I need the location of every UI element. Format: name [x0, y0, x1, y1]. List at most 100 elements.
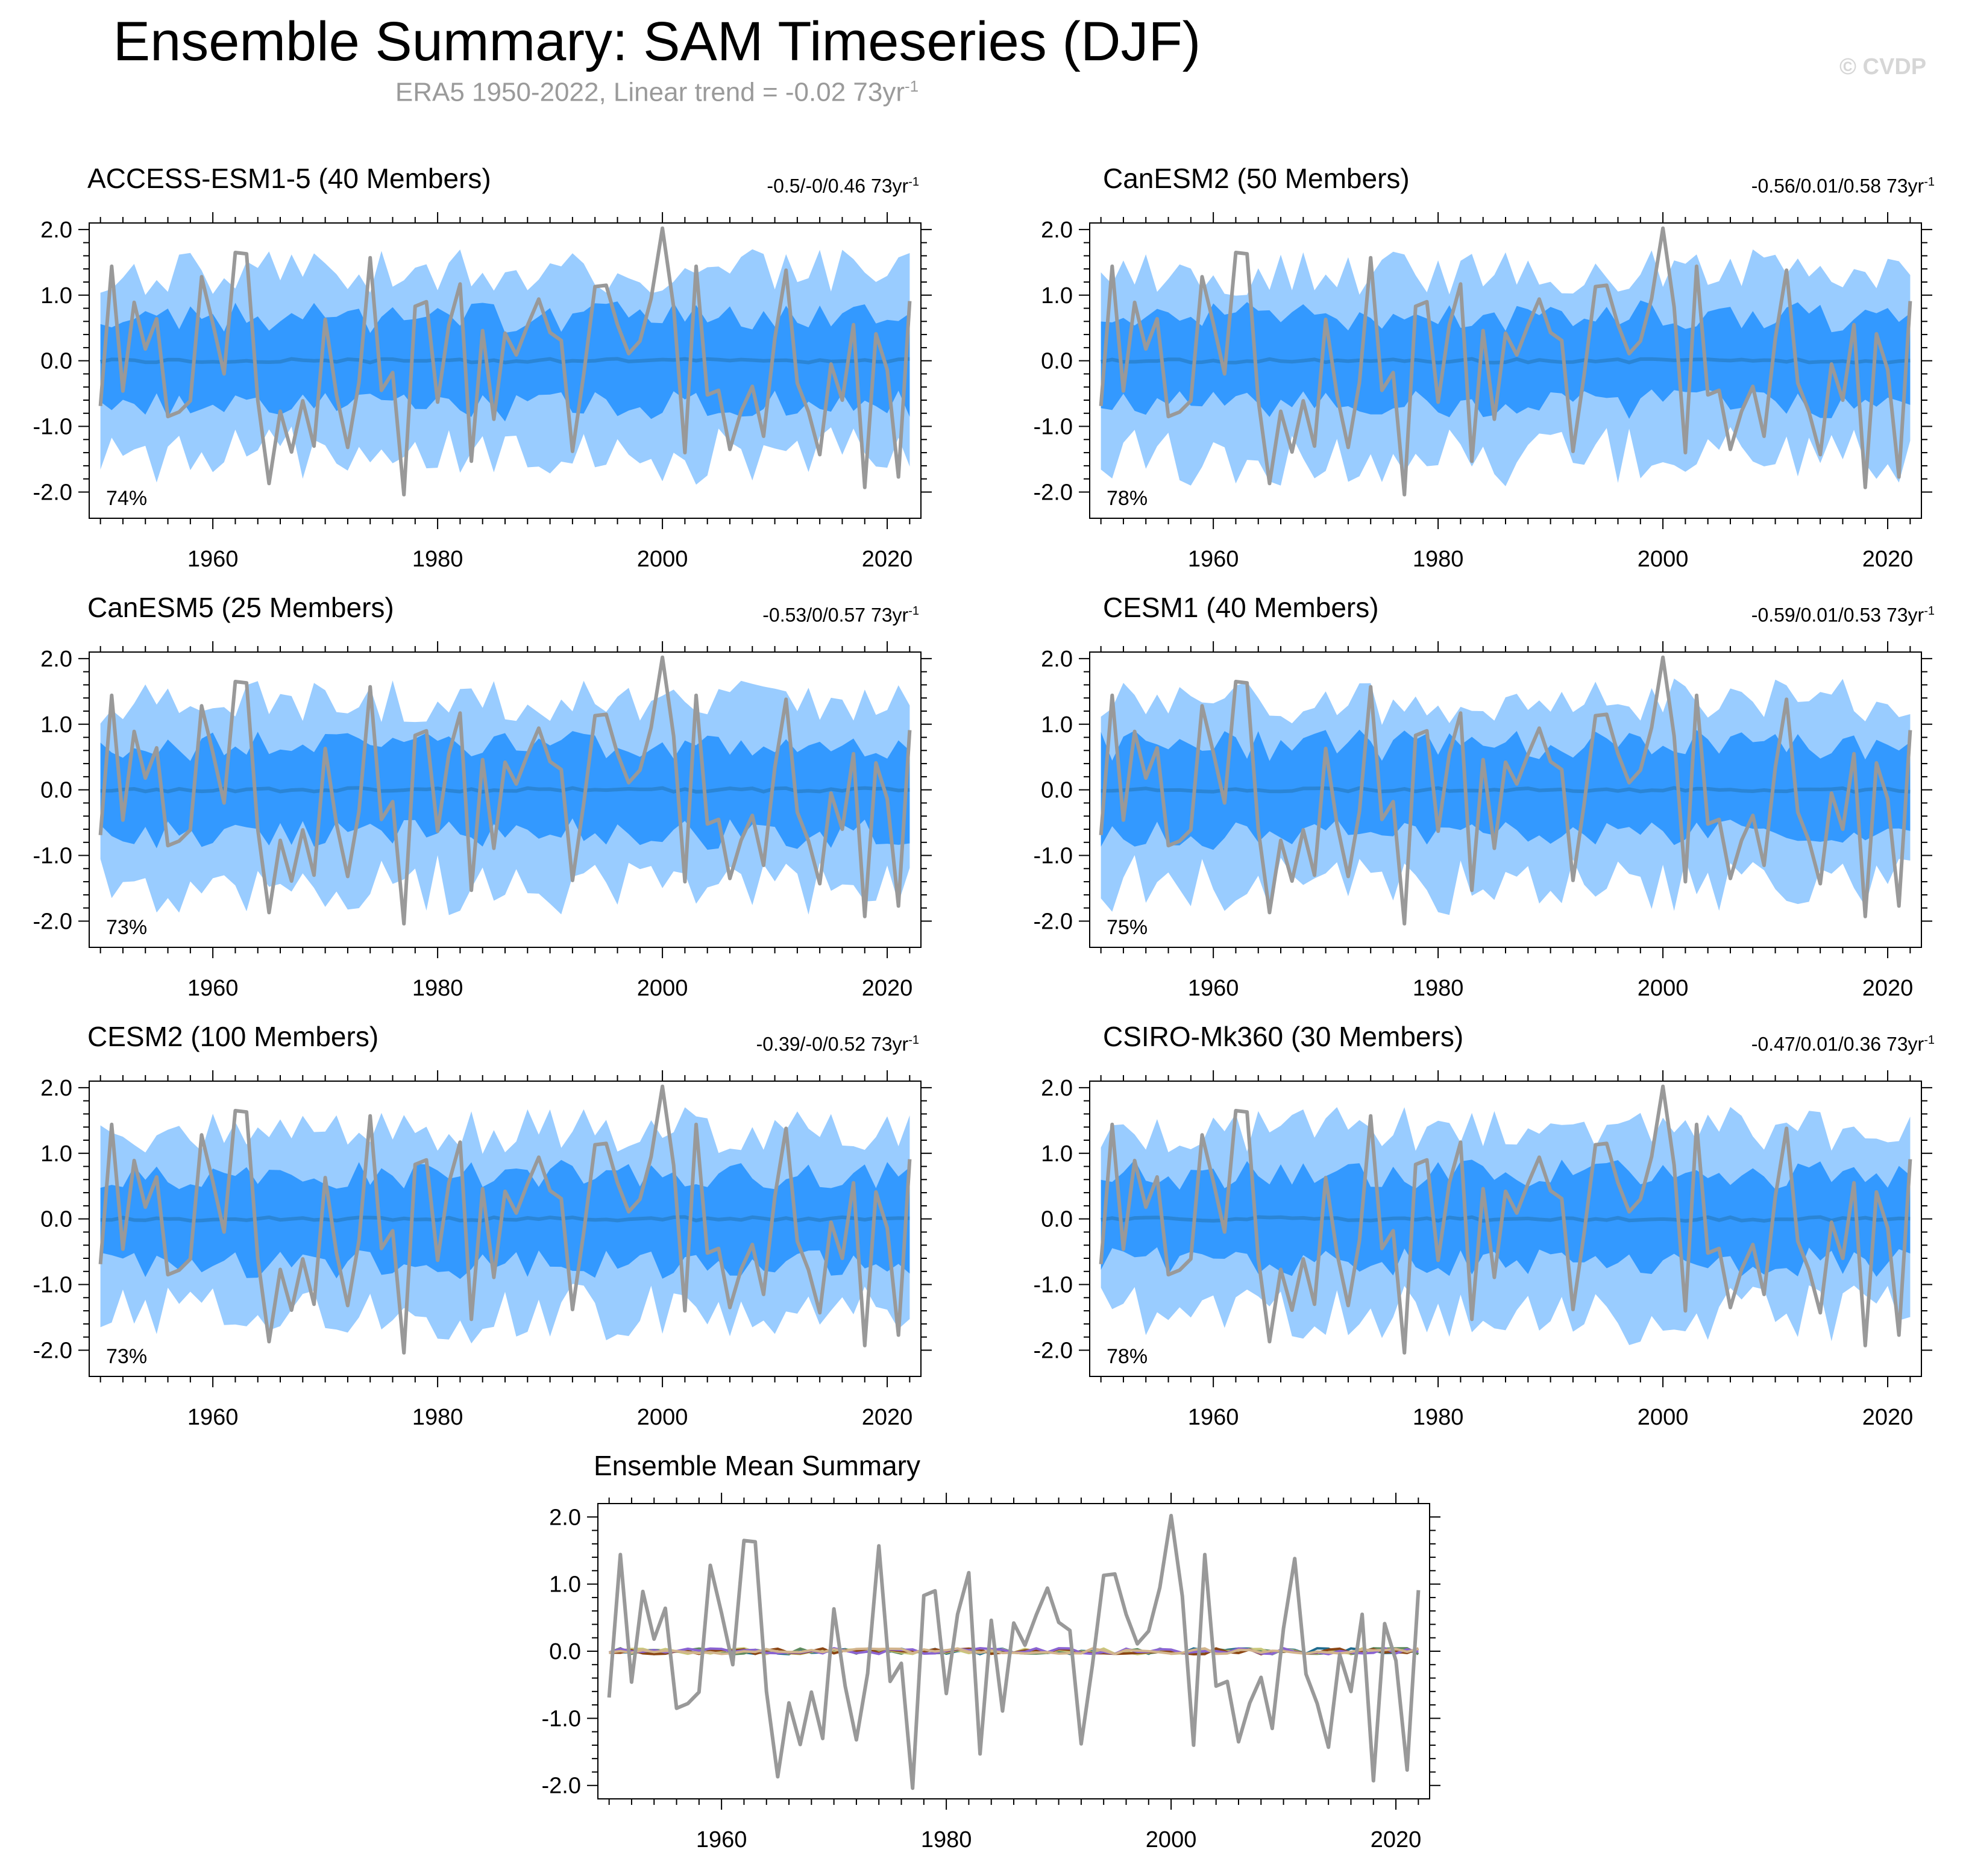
ensemble-mean-line — [1101, 1215, 1911, 1223]
y-tick-label: -1.0 — [542, 1706, 581, 1731]
y-tick-label: -2.0 — [1034, 909, 1073, 934]
percent-label: 78% — [1107, 487, 1148, 510]
ensemble-mean-line — [100, 1215, 910, 1223]
percent-label: 74% — [106, 487, 147, 510]
panel-title-cesm2: CESM2 (100 Members) — [87, 1021, 379, 1052]
y-tick-label: -1.0 — [33, 415, 72, 440]
ensemble-mean-line — [99, 357, 910, 365]
y-tick-label: -1.0 — [1034, 415, 1073, 440]
x-tick-label: 1960 — [696, 1827, 747, 1852]
observed-sam-line — [98, 655, 912, 926]
percent-label: 73% — [106, 916, 147, 939]
y-tick-label: 2.0 — [40, 218, 72, 243]
chart-ensemble-mean-summary: 2.0 1.0 0.0 -1.0 -2.0 1960 1980 2000 2020 — [542, 1493, 1440, 1852]
y-tick-label: 1.0 — [40, 712, 72, 738]
x-tick-label: 1980 — [921, 1827, 972, 1852]
y-tick-label: 2.0 — [1041, 647, 1073, 672]
x-tick-label: 2020 — [1371, 1827, 1422, 1852]
plot-area — [1099, 1084, 1912, 1355]
x-tick-label: 2020 — [862, 547, 913, 572]
y-tick-label: 0.0 — [40, 1207, 72, 1232]
y-tick-label: 2.0 — [1041, 218, 1073, 243]
stats-superscript: -1 — [908, 604, 919, 618]
stats-text: -0.53/0/0.57 73yr — [762, 604, 909, 626]
y-tick-label: -1.0 — [33, 844, 72, 869]
figure-title: Ensemble Summary: SAM Timeseries (DJF) — [113, 11, 1201, 72]
y-tick-label: 0.0 — [40, 778, 72, 803]
panel-stats-access: -0.5/-0/0.46 73yr-1 — [651, 170, 919, 198]
x-tick-label: 2000 — [1638, 976, 1689, 1001]
x-tick-label: 1960 — [187, 547, 239, 572]
x-tick-label: 2000 — [1638, 1405, 1689, 1430]
percent-label: 78% — [1107, 1345, 1148, 1368]
ensemble-mean-line — [1101, 357, 1911, 365]
x-tick-label: 1980 — [1413, 1405, 1464, 1430]
x-tick-label: 1960 — [1188, 1405, 1239, 1430]
x-tick-label: 1960 — [187, 976, 239, 1001]
stats-superscript: -1 — [1924, 604, 1935, 618]
x-tick-label: 1980 — [412, 1405, 463, 1430]
figure-subtitle: ERA5 1950-2022, Linear trend = -0.02 73y… — [0, 77, 1314, 108]
stats-text: -0.56/0.01/0.58 73yr — [1751, 175, 1924, 197]
x-tick-label: 2000 — [637, 976, 688, 1001]
plot-area — [98, 655, 912, 926]
chart-panel-cesm2: 2.0 1.0 0.0 -1.0 -2.0 1960 1980 2000 2020 73% — [33, 1070, 932, 1430]
x-tick-label: 2000 — [1638, 547, 1689, 572]
y-tick-label: -2.0 — [542, 1774, 581, 1799]
stats-text: -0.47/0.01/0.36 73yr — [1751, 1033, 1924, 1055]
y-tick-label: 2.0 — [1041, 1076, 1073, 1101]
y-tick-label: 0.0 — [549, 1639, 581, 1664]
observed-sam-line — [98, 226, 912, 497]
panel-stats-canesm2: -0.56/0.01/0.58 73yr-1 — [1669, 170, 1935, 198]
panel-title-canesm2: CanESM2 (50 Members) — [1103, 163, 1410, 194]
chart-panel-csiro: 2.0 1.0 0.0 -1.0 -2.0 1960 1980 2000 2020 78% — [1034, 1070, 1932, 1430]
model-mean-line — [609, 1647, 1419, 1655]
y-tick-label: -1.0 — [33, 1273, 72, 1298]
panel-title-access: ACCESS-ESM1-5 (40 Members) — [87, 163, 491, 194]
percent-label: 73% — [106, 1345, 147, 1368]
x-tick-label: 1980 — [412, 976, 463, 1001]
x-tick-label: 2020 — [862, 1405, 913, 1430]
ensemble-mean-summary-title: Ensemble Mean Summary — [594, 1450, 920, 1481]
plot-area — [98, 1084, 912, 1355]
y-tick-label: 2.0 — [40, 1076, 72, 1101]
panel-title-canesm5: CanESM5 (25 Members) — [87, 592, 394, 623]
x-tick-label: 2020 — [1862, 976, 1914, 1001]
x-tick-label: 2000 — [637, 547, 688, 572]
y-tick-label: -2.0 — [33, 909, 72, 934]
observed-sam-line — [607, 1514, 1421, 1790]
plot-area — [1099, 226, 1912, 497]
chart-panel-canesm5: 2.0 1.0 0.0 -1.0 -2.0 1960 1980 2000 2020 73% — [33, 641, 932, 1001]
x-tick-label: 2020 — [1862, 1405, 1914, 1430]
stats-superscript: -1 — [1924, 1034, 1935, 1047]
stats-text: -0.39/-0/0.52 73yr — [756, 1033, 909, 1055]
x-tick-label: 1960 — [1188, 976, 1239, 1001]
stats-text: -0.5/-0/0.46 73yr — [767, 175, 909, 197]
copyright-watermark: © CVDP — [1839, 54, 1927, 80]
y-tick-label: -2.0 — [1034, 480, 1073, 505]
y-tick-label: 1.0 — [1041, 1141, 1073, 1167]
panel-stats-cesm1: -0.59/0.01/0.53 73yr-1 — [1669, 599, 1935, 627]
y-tick-label: -2.0 — [33, 480, 72, 505]
y-tick-label: -2.0 — [1034, 1338, 1073, 1363]
x-tick-label: 1980 — [412, 547, 463, 572]
ensemble-mean-line — [1101, 786, 1911, 794]
observed-sam-line — [98, 1084, 912, 1355]
ensemble-mean-line — [100, 786, 910, 794]
observed-sam-line — [1099, 226, 1912, 497]
subtitle-superscript: -1 — [904, 77, 919, 95]
observed-sam-line — [1099, 655, 1912, 926]
x-tick-label: 2020 — [1862, 547, 1914, 572]
y-tick-label: 0.0 — [40, 349, 72, 374]
y-tick-label: 1.0 — [1041, 283, 1073, 309]
plot-area — [1099, 655, 1912, 926]
panel-title-cesm1: CESM1 (40 Members) — [1103, 592, 1379, 623]
plot-area — [98, 226, 912, 497]
y-tick-label: 0.0 — [1041, 349, 1073, 374]
chart-panel-canesm2: 2.0 1.0 0.0 -1.0 -2.0 1960 1980 2000 2020 78% — [1034, 212, 1932, 572]
y-tick-label: 1.0 — [1041, 712, 1073, 738]
y-tick-label: -1.0 — [1034, 1273, 1073, 1298]
panel-stats-cesm2: -0.39/-0/0.52 73yr-1 — [651, 1028, 919, 1056]
x-tick-label: 1960 — [187, 1405, 239, 1430]
y-tick-label: 0.0 — [1041, 778, 1073, 803]
